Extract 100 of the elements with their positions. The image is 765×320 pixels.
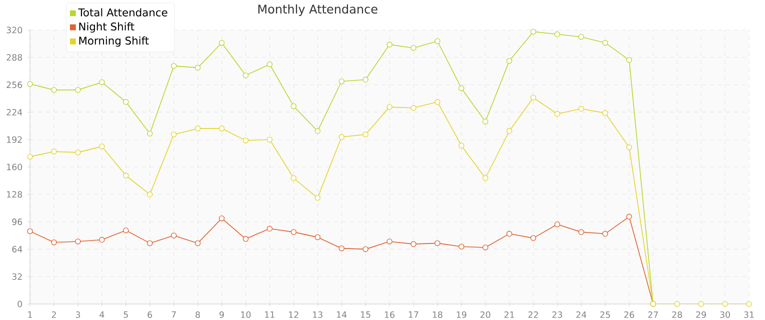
x-tick-label: 14: [336, 311, 347, 318]
x-tick-label: 29: [696, 311, 706, 318]
y-tick-label: 64: [12, 246, 22, 252]
point: [218, 215, 225, 222]
point: [75, 238, 81, 244]
point: [482, 175, 488, 181]
x-tick-label: 25: [600, 311, 610, 318]
point: [554, 221, 560, 228]
x-tick-label: 12: [289, 311, 298, 318]
point: [338, 245, 344, 252]
point: [506, 58, 512, 64]
point: [242, 138, 249, 144]
chart-title: Monthly Attendance: [258, 4, 378, 16]
point: [698, 301, 704, 307]
point: [266, 61, 273, 68]
x-tick-label: 16: [384, 311, 394, 318]
point: [338, 78, 344, 84]
point: [410, 45, 416, 51]
point: [482, 244, 488, 250]
y-tick-label: 32: [12, 273, 22, 280]
point: [218, 40, 225, 46]
point: [626, 214, 632, 220]
x-tick-label: 11: [265, 311, 274, 318]
point: [530, 235, 536, 241]
x-tick-label: 3: [76, 311, 80, 318]
point: [530, 28, 536, 35]
point: [602, 230, 608, 237]
point: [99, 236, 105, 243]
point: [51, 87, 57, 93]
x-tick-label: 13: [313, 311, 322, 318]
point: [410, 241, 416, 247]
x-tick-label: 19: [456, 311, 466, 318]
point: [386, 104, 392, 110]
x-tick-label: 9: [220, 311, 224, 318]
x-tick-label: 7: [172, 311, 176, 318]
point: [434, 240, 440, 246]
y-tick-label: 128: [7, 191, 22, 198]
point: [578, 34, 584, 40]
point: [99, 79, 105, 86]
x-tick-label: 31: [744, 311, 754, 318]
x-tick-label: 23: [552, 311, 562, 318]
point: [506, 128, 512, 134]
point: [458, 244, 464, 250]
x-tick-label: 21: [504, 311, 514, 318]
point: [146, 130, 153, 136]
point: [554, 31, 560, 38]
point: [27, 81, 33, 87]
point: [290, 103, 297, 110]
x-tick-label: 1: [28, 311, 32, 318]
point: [674, 301, 680, 307]
point: [290, 175, 297, 181]
point: [410, 105, 416, 111]
x-tick-label: 22: [528, 311, 538, 318]
point: [146, 240, 153, 246]
point: [434, 38, 440, 44]
point: [194, 126, 201, 132]
point: [386, 42, 392, 48]
point: [99, 144, 105, 150]
x-tick-label: 17: [408, 311, 418, 318]
legend-label: Morning Shift: [79, 36, 149, 47]
x-tick-label: 26: [624, 311, 634, 318]
point: [506, 230, 512, 237]
point: [123, 99, 129, 105]
point: [578, 106, 584, 112]
point: [314, 234, 320, 240]
x-tick-label: 24: [576, 311, 586, 318]
x-tick-label: 2: [52, 311, 56, 318]
legend-label: Night Shift: [79, 22, 134, 33]
legend-label: Total Attendance: [78, 8, 168, 16]
x-tick-label: 20: [480, 311, 490, 318]
point: [482, 118, 488, 124]
point: [458, 142, 464, 148]
x-tick-label: 4: [100, 311, 104, 318]
point: [146, 192, 153, 198]
point: [51, 148, 57, 154]
point: [51, 239, 57, 246]
y-tick-label: 320: [6, 26, 22, 34]
point: [194, 240, 201, 246]
point: [338, 134, 344, 140]
point: [314, 194, 320, 201]
y-tick-label: 256: [6, 82, 22, 88]
y-tick-label: 0: [18, 300, 22, 308]
point: [27, 154, 33, 160]
point: [530, 94, 536, 101]
point: [626, 57, 632, 63]
x-tick-label: 6: [148, 311, 152, 318]
point: [266, 136, 273, 142]
point: [242, 72, 249, 78]
point: [602, 110, 608, 116]
point: [362, 76, 368, 83]
point: [218, 126, 225, 132]
y-tick-label: 96: [12, 218, 22, 226]
x-tick-label: 5: [124, 311, 128, 318]
point: [290, 229, 297, 235]
point: [578, 229, 584, 235]
point: [170, 132, 177, 138]
point: [123, 172, 129, 178]
point: [27, 228, 33, 234]
y-tick-label: 192: [7, 136, 22, 143]
point: [386, 238, 392, 244]
